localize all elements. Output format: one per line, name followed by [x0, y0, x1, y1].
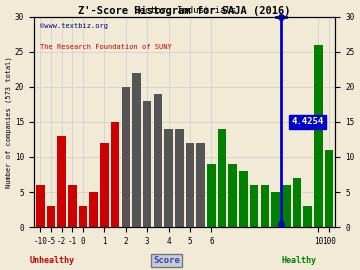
Bar	[197, 143, 205, 227]
Title: Z'-Score Histogram for SAJA (2016): Z'-Score Histogram for SAJA (2016)	[78, 6, 291, 16]
Text: Healthy: Healthy	[282, 256, 317, 265]
Bar	[79, 206, 87, 227]
Bar	[47, 206, 55, 227]
Text: 4.4254: 4.4254	[292, 117, 324, 126]
Bar	[111, 122, 120, 227]
Bar	[293, 178, 301, 227]
Bar	[143, 101, 152, 227]
Bar	[303, 206, 312, 227]
Bar	[325, 150, 333, 227]
Bar	[282, 185, 291, 227]
Bar	[239, 171, 248, 227]
Bar	[57, 136, 66, 227]
Text: ©www.textbiz.org: ©www.textbiz.org	[40, 23, 108, 29]
Text: Sector: Industrials: Sector: Industrials	[134, 5, 236, 15]
Bar	[250, 185, 258, 227]
Bar	[36, 185, 45, 227]
Bar	[218, 129, 226, 227]
Bar	[68, 185, 77, 227]
Bar	[271, 192, 280, 227]
Text: Unhealthy: Unhealthy	[30, 256, 75, 265]
Text: Score: Score	[153, 256, 180, 265]
Bar	[122, 87, 130, 227]
Bar	[154, 94, 162, 227]
Text: The Research Foundation of SUNY: The Research Foundation of SUNY	[40, 44, 172, 50]
Bar	[164, 129, 173, 227]
Bar	[89, 192, 98, 227]
Bar	[186, 143, 194, 227]
Y-axis label: Number of companies (573 total): Number of companies (573 total)	[5, 56, 12, 188]
Bar	[261, 185, 269, 227]
Bar	[314, 45, 323, 227]
Bar	[229, 164, 237, 227]
Bar	[207, 164, 216, 227]
Bar	[132, 73, 141, 227]
Bar	[175, 129, 184, 227]
Bar	[100, 143, 109, 227]
